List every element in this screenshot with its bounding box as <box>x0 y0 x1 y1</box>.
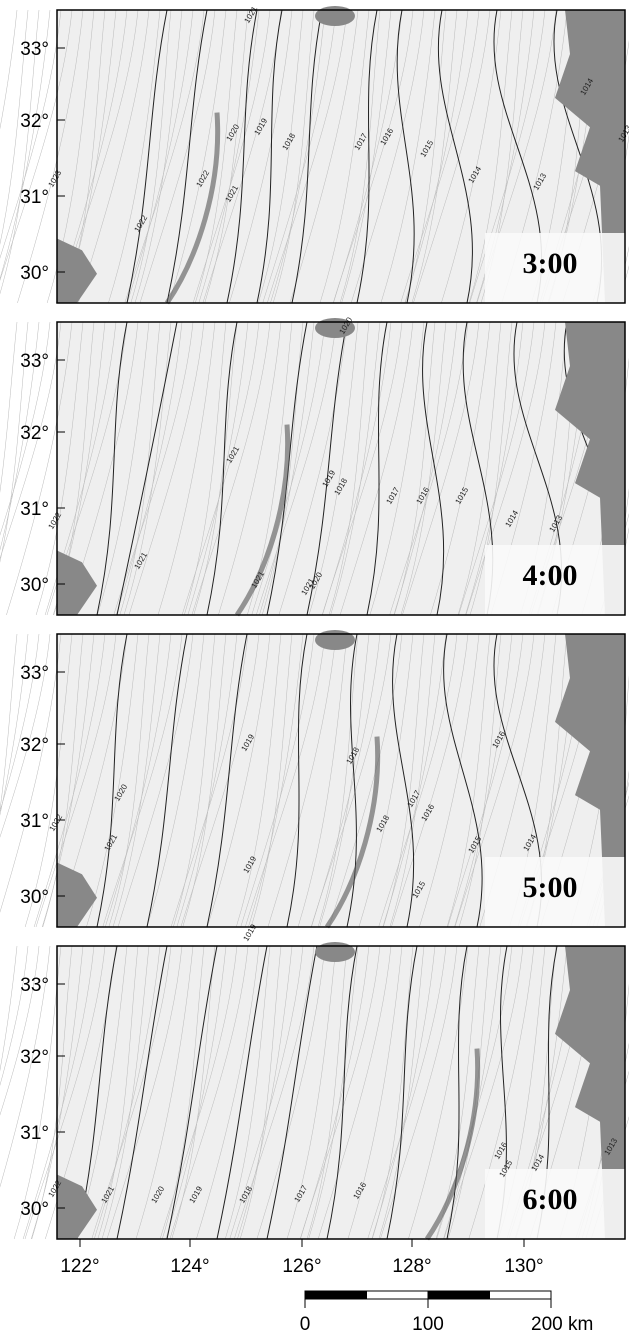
island <box>315 6 355 26</box>
scale-label: 200 km <box>531 1314 593 1335</box>
lat-label: 32° <box>20 423 49 444</box>
lat-label: 32° <box>20 735 49 756</box>
lat-label: 33° <box>20 663 49 684</box>
fine-contour <box>0 10 17 303</box>
map-panel: 3:00102110201019101810171016101510141013… <box>0 4 629 303</box>
lat-label: 33° <box>20 351 49 372</box>
scale-label: 0 <box>300 1314 311 1335</box>
time-label: 6:00 <box>523 1183 578 1216</box>
time-label: 3:00 <box>523 247 578 280</box>
lat-label: 31° <box>20 499 49 520</box>
fine-contour <box>0 946 17 1239</box>
lat-label: 31° <box>20 811 49 832</box>
scale-segment <box>490 1291 552 1299</box>
scale-segment <box>305 1291 367 1299</box>
lat-label: 33° <box>20 975 49 996</box>
time-label: 5:00 <box>523 871 578 904</box>
lon-label: 130° <box>504 1256 543 1277</box>
lat-label: 31° <box>20 1123 49 1144</box>
map-panel: 4:00102110191018101710161015101410131022… <box>0 315 629 615</box>
lat-label: 32° <box>20 111 49 132</box>
lon-label: 126° <box>282 1256 321 1277</box>
lon-label: 124° <box>170 1256 209 1277</box>
scale-segment <box>428 1291 490 1299</box>
scale-segment <box>367 1291 429 1299</box>
scale-label: 100 <box>412 1314 444 1335</box>
lat-label: 33° <box>20 39 49 60</box>
figure: 3:00102110201019101810171016101510141013… <box>0 0 629 1338</box>
island <box>315 942 355 962</box>
lat-label: 30° <box>20 575 49 596</box>
lat-label: 30° <box>20 1199 49 1220</box>
island <box>315 630 355 650</box>
lat-label: 30° <box>20 263 49 284</box>
lon-label: 122° <box>60 1256 99 1277</box>
lat-label: 32° <box>20 1047 49 1068</box>
lat-label: 31° <box>20 187 49 208</box>
lat-label: 30° <box>20 887 49 908</box>
time-label: 4:00 <box>523 559 578 592</box>
lon-label: 128° <box>392 1256 431 1277</box>
